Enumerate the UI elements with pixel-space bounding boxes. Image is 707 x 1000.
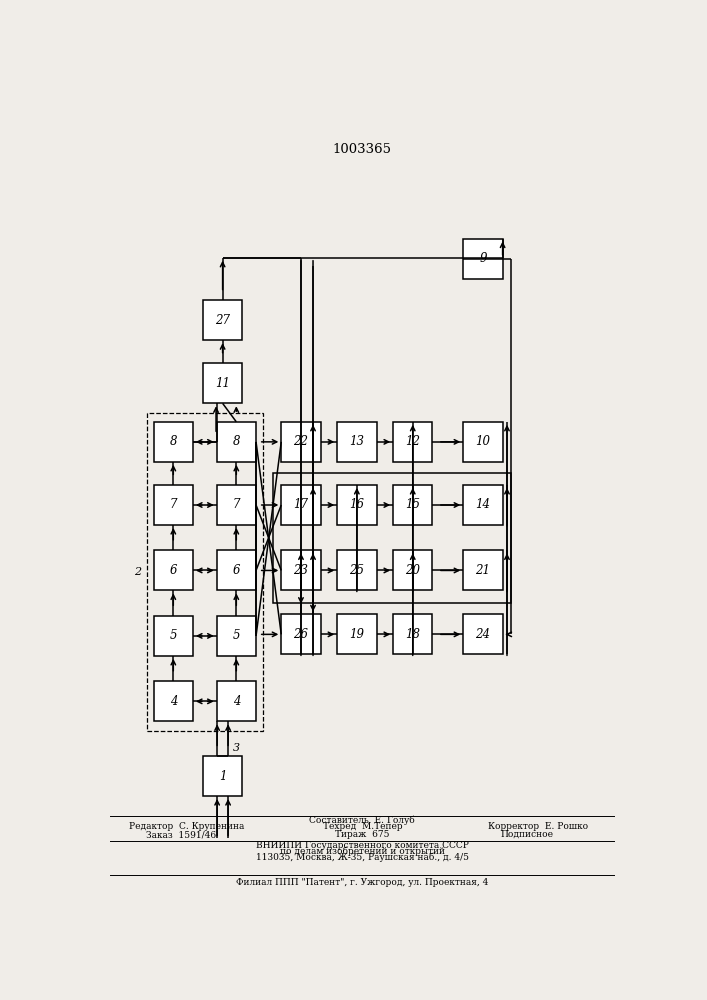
Text: 18: 18: [405, 628, 420, 641]
Text: 5: 5: [233, 629, 240, 642]
Bar: [281, 422, 321, 462]
Bar: [281, 485, 321, 525]
Bar: [281, 614, 321, 654]
Text: 17: 17: [293, 498, 308, 512]
Text: 11: 11: [215, 377, 230, 390]
Text: 24: 24: [475, 628, 491, 641]
Text: 8: 8: [233, 435, 240, 448]
Text: 3: 3: [233, 743, 240, 753]
Text: Техред  М.Тепер: Техред М.Тепер: [322, 822, 402, 831]
Text: Филиал ППП "Патент", г. Ужгород, ул. Проектная, 4: Филиал ППП "Патент", г. Ужгород, ул. Про…: [236, 878, 489, 887]
Bar: [216, 422, 256, 462]
Text: 4: 4: [170, 695, 177, 708]
Text: 25: 25: [349, 564, 364, 577]
Text: 20: 20: [405, 564, 420, 577]
Text: 27: 27: [215, 314, 230, 327]
Text: 19: 19: [349, 628, 364, 641]
Text: Составитель  Е. Голуб: Составитель Е. Голуб: [310, 816, 415, 825]
Text: 15: 15: [405, 498, 420, 512]
Bar: [153, 485, 193, 525]
Text: 6: 6: [170, 564, 177, 577]
Bar: [216, 485, 256, 525]
Text: 9: 9: [479, 252, 486, 265]
Text: Заказ  1591/46: Заказ 1591/46: [146, 830, 216, 839]
Text: 113035, Москва, Ж-35, Раушская наб., д. 4/5: 113035, Москва, Ж-35, Раушская наб., д. …: [256, 853, 469, 862]
Bar: [393, 614, 433, 654]
Text: 8: 8: [170, 435, 177, 448]
Bar: [216, 681, 256, 721]
Text: 2: 2: [134, 567, 141, 577]
Text: 16: 16: [349, 498, 364, 512]
Bar: [273, 473, 511, 603]
Bar: [203, 300, 243, 340]
Text: 5: 5: [170, 629, 177, 642]
Bar: [153, 616, 193, 656]
Bar: [147, 413, 262, 731]
Bar: [463, 550, 503, 590]
Bar: [337, 614, 377, 654]
Bar: [393, 550, 433, 590]
Bar: [153, 681, 193, 721]
Bar: [337, 422, 377, 462]
Text: 4: 4: [233, 695, 240, 708]
Text: Редактор  С. Крупенина: Редактор С. Крупенина: [129, 822, 245, 831]
Bar: [463, 485, 503, 525]
Text: 1: 1: [219, 770, 226, 783]
Bar: [393, 422, 433, 462]
Text: 6: 6: [233, 564, 240, 577]
Text: 22: 22: [293, 435, 308, 448]
Text: Тираж  675: Тираж 675: [335, 830, 390, 839]
Text: Подписное: Подписное: [501, 830, 553, 839]
Text: ВНИИПИ Государственного комитета СССР: ВНИИПИ Государственного комитета СССР: [256, 841, 469, 850]
Text: 1003365: 1003365: [333, 143, 392, 156]
Text: 7: 7: [170, 498, 177, 512]
Bar: [393, 485, 433, 525]
Bar: [337, 485, 377, 525]
Text: 12: 12: [405, 435, 420, 448]
Text: 21: 21: [475, 564, 491, 577]
Bar: [281, 550, 321, 590]
Bar: [463, 239, 503, 279]
Bar: [463, 422, 503, 462]
Text: Корректор  Е. Рошко: Корректор Е. Рошко: [488, 822, 588, 831]
Bar: [153, 550, 193, 590]
Bar: [203, 363, 243, 403]
Bar: [216, 616, 256, 656]
Text: 26: 26: [293, 628, 308, 641]
Bar: [463, 614, 503, 654]
Text: 13: 13: [349, 435, 364, 448]
Text: 10: 10: [475, 435, 491, 448]
Bar: [216, 550, 256, 590]
Bar: [203, 756, 243, 796]
Text: 14: 14: [475, 498, 491, 512]
Bar: [153, 422, 193, 462]
Bar: [337, 550, 377, 590]
Text: 23: 23: [293, 564, 308, 577]
Text: по делам изобретений и открытий: по делам изобретений и открытий: [280, 847, 445, 856]
Text: 7: 7: [233, 498, 240, 512]
